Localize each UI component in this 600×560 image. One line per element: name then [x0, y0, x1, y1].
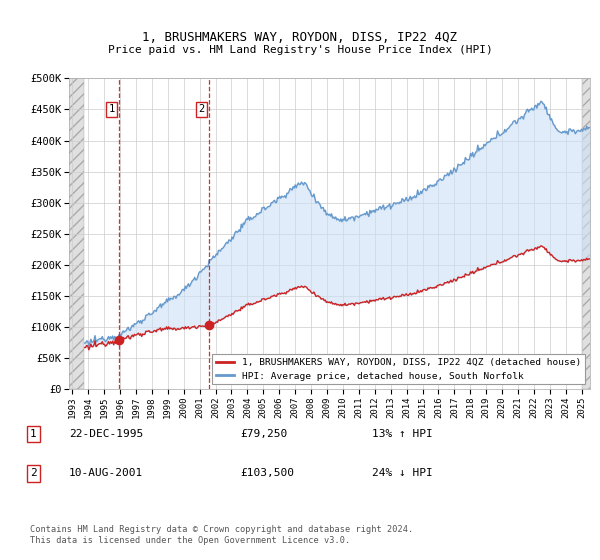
Bar — [64, 78, 84, 389]
Text: 13% ↑ HPI: 13% ↑ HPI — [372, 429, 433, 439]
Text: £79,250: £79,250 — [240, 429, 287, 439]
Text: £103,500: £103,500 — [240, 468, 294, 478]
Text: 22-DEC-1995: 22-DEC-1995 — [69, 429, 143, 439]
Bar — [582, 78, 598, 389]
Text: 1: 1 — [109, 105, 115, 114]
Text: 10-AUG-2001: 10-AUG-2001 — [69, 468, 143, 478]
Text: 2: 2 — [198, 105, 205, 114]
Legend: 1, BRUSHMAKERS WAY, ROYDON, DISS, IP22 4QZ (detached house), HPI: Average price,: 1, BRUSHMAKERS WAY, ROYDON, DISS, IP22 4… — [212, 354, 585, 385]
Text: Contains HM Land Registry data © Crown copyright and database right 2024.
This d: Contains HM Land Registry data © Crown c… — [30, 525, 413, 545]
Text: 1: 1 — [30, 429, 37, 439]
Text: 1, BRUSHMAKERS WAY, ROYDON, DISS, IP22 4QZ: 1, BRUSHMAKERS WAY, ROYDON, DISS, IP22 4… — [143, 31, 458, 44]
Text: Price paid vs. HM Land Registry's House Price Index (HPI): Price paid vs. HM Land Registry's House … — [107, 45, 493, 55]
Text: 24% ↓ HPI: 24% ↓ HPI — [372, 468, 433, 478]
Text: 2: 2 — [30, 468, 37, 478]
